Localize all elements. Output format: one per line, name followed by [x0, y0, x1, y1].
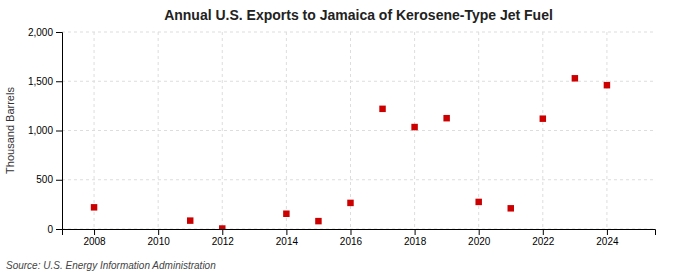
x-tick: 2010 — [148, 229, 171, 247]
points — [91, 75, 610, 229]
x-tick-label: 2022 — [532, 236, 555, 247]
point — [315, 218, 321, 224]
x-tick-mark — [350, 229, 351, 235]
y-axis-label: Thousand Barrels — [4, 87, 16, 174]
y-tick-label: 0 — [47, 224, 53, 235]
point — [219, 225, 225, 229]
x-tick-mark — [158, 229, 159, 235]
x-axis: 2008 2010 2012 2014 2016 2018 2020 2022 2024 — [63, 229, 656, 247]
point — [187, 217, 193, 223]
y-tick-label: 2,000 — [28, 27, 53, 38]
y-grid-line — [62, 130, 655, 131]
y-tick-label: 500 — [36, 174, 53, 185]
x-tick: 2012 — [212, 229, 235, 247]
y-grid-line — [62, 81, 655, 82]
x-grid-line — [94, 32, 95, 229]
x-tick-label: 2008 — [83, 236, 106, 247]
y-tick-mark — [56, 32, 62, 33]
x-tick-label: 2010 — [148, 236, 171, 247]
grid — [62, 32, 655, 229]
x-axis-line — [63, 230, 656, 236]
y-axis: 0 500 1,000 1,500 2,000 — [28, 27, 63, 235]
x-tick: 2018 — [404, 229, 427, 247]
x-tick-label: 2018 — [404, 236, 427, 247]
point — [379, 106, 385, 112]
title: Annual U.S. Exports to Jamaica of Kerose… — [164, 7, 553, 23]
chart: 2008 2010 2012 2014 2016 2018 2020 2022 2024 0 500… — [0, 0, 675, 275]
y-tick-mark — [56, 81, 62, 82]
x-tick: 2022 — [532, 229, 555, 247]
x-tick-mark — [222, 229, 223, 235]
y-tick: 1,500 — [28, 76, 62, 87]
x-grid-line — [158, 32, 159, 229]
y-grid-line — [62, 179, 655, 180]
point — [91, 204, 97, 210]
plot-area: 2008 2010 2012 2014 2016 2018 2020 2022 2024 0 500… — [28, 27, 656, 247]
x-tick-label: 2014 — [276, 236, 299, 247]
x-grid-line — [222, 32, 223, 229]
y-tick-label: 1,500 — [28, 76, 53, 87]
y-tick-mark — [56, 229, 62, 230]
source-note: Source: U.S. Energy Information Administ… — [6, 260, 216, 271]
y-axis-line — [56, 33, 63, 230]
x-tick: 2020 — [468, 229, 491, 247]
y-tick: 500 — [36, 174, 62, 185]
x-tick-label: 2020 — [468, 236, 491, 247]
x-tick: 2016 — [340, 229, 363, 247]
x-grid-line — [542, 32, 543, 229]
x-tick-label: 2012 — [212, 236, 235, 247]
y-tick-mark — [56, 180, 62, 181]
point — [283, 210, 289, 216]
x-tick: 2014 — [276, 229, 299, 247]
x-tick-mark — [286, 229, 287, 235]
x-tick-label: 2024 — [596, 236, 619, 247]
point — [443, 115, 449, 121]
x-tick-mark — [607, 229, 608, 235]
x-tick-label: 2016 — [340, 236, 363, 247]
point — [572, 75, 578, 81]
point — [508, 205, 514, 211]
point — [347, 200, 353, 206]
point — [540, 115, 546, 121]
point — [475, 199, 481, 205]
y-tick: 0 — [47, 224, 62, 235]
y-tick: 1,000 — [28, 125, 62, 136]
x-tick-mark — [415, 229, 416, 235]
x-tick-mark — [479, 229, 480, 235]
x-grid-line — [350, 32, 351, 229]
y-tick-label: 1,000 — [28, 125, 53, 136]
point — [604, 82, 610, 88]
y-grid-line — [62, 32, 655, 33]
point — [411, 124, 417, 130]
x-tick: 2024 — [596, 229, 619, 247]
x-grid-line — [414, 32, 415, 229]
y-tick: 2,000 — [28, 27, 62, 38]
x-tick-mark — [543, 229, 544, 235]
x-tick-mark — [94, 229, 95, 235]
x-grid-line — [286, 32, 287, 229]
x-grid-line — [606, 32, 607, 229]
y-tick-mark — [56, 131, 62, 132]
x-tick: 2008 — [83, 229, 106, 247]
